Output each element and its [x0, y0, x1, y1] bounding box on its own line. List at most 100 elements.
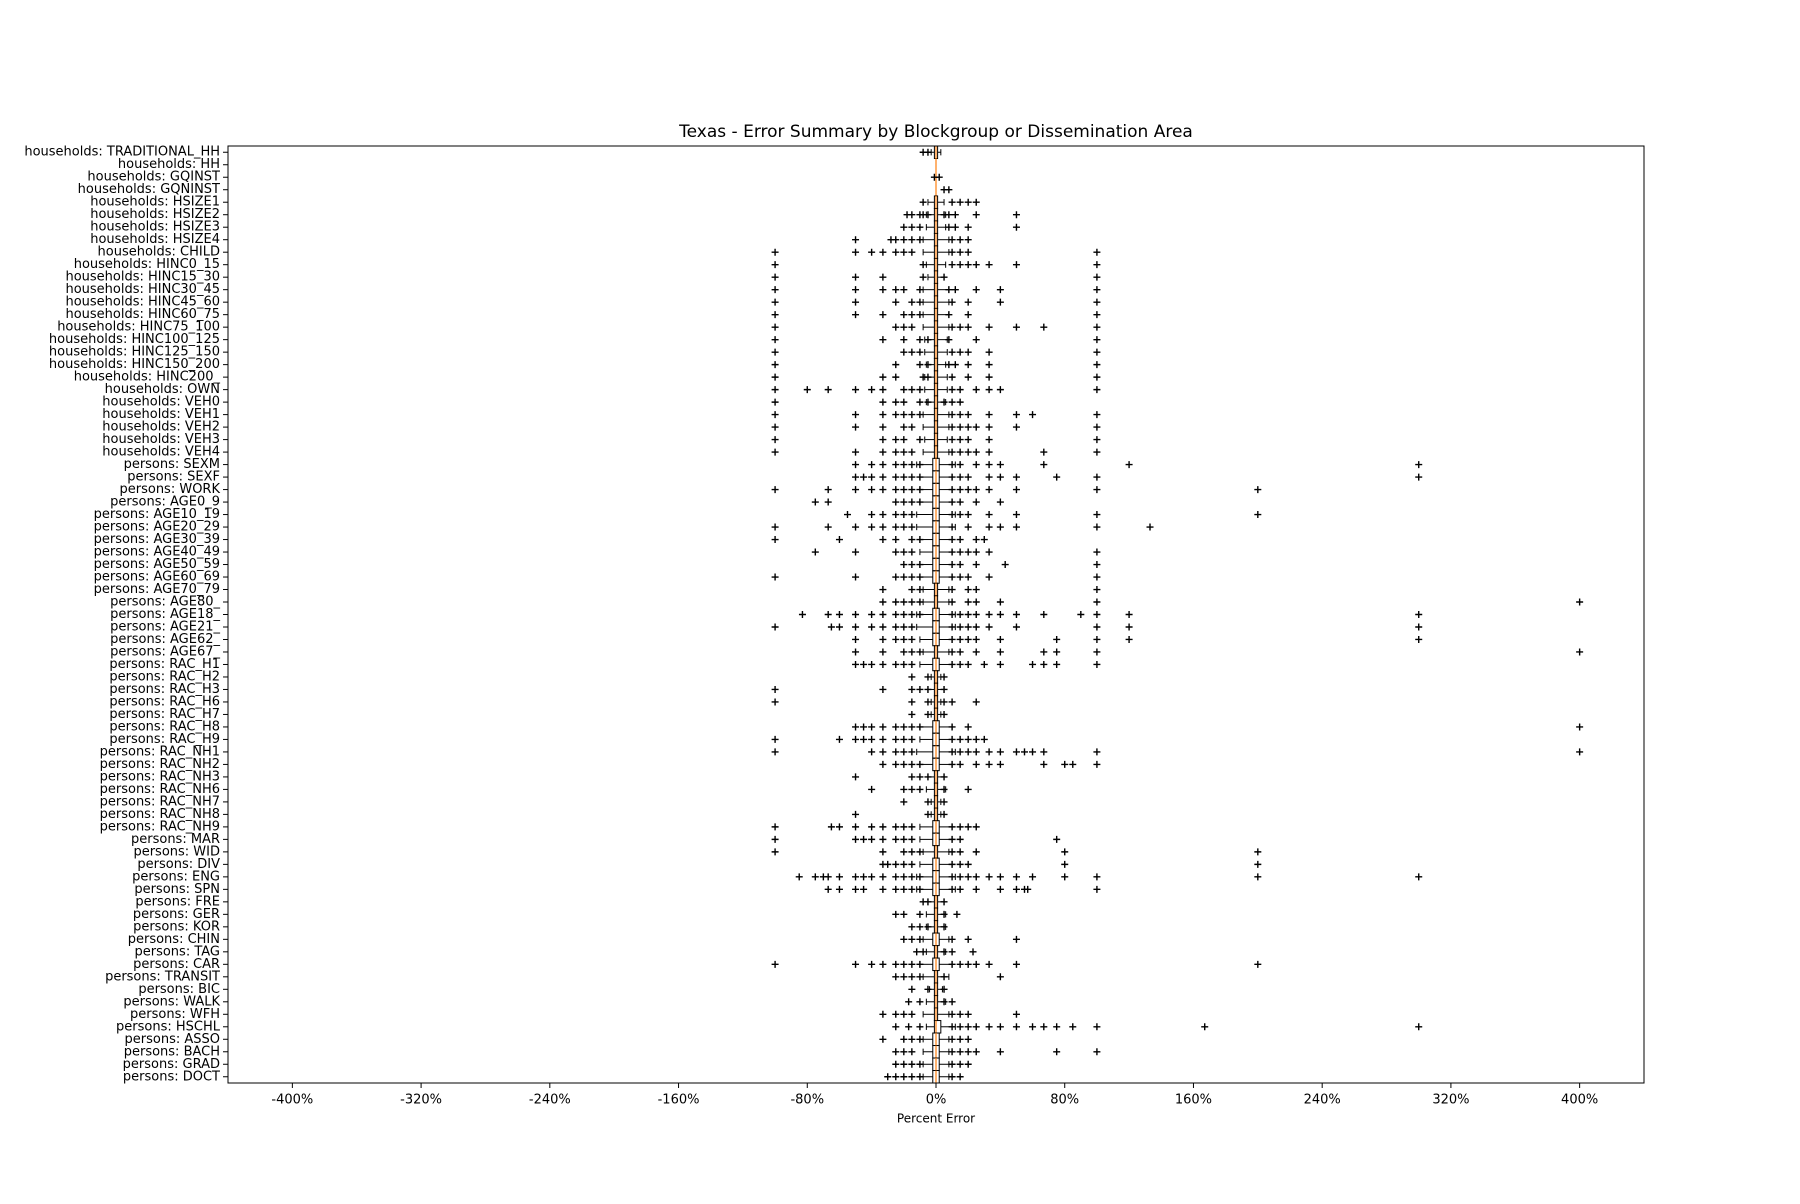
- flier: [916, 848, 924, 856]
- flier: [919, 261, 927, 269]
- flier: [900, 1073, 908, 1081]
- flier: [1254, 860, 1262, 868]
- flier: [940, 810, 948, 818]
- flier: [956, 748, 964, 756]
- flier: [964, 586, 972, 594]
- y-tick-label: households: VEH2: [102, 420, 220, 435]
- flier: [868, 660, 876, 668]
- flier: [892, 885, 900, 893]
- flier: [916, 910, 924, 918]
- flier: [972, 423, 980, 431]
- box-group: [908, 920, 948, 934]
- flier: [879, 611, 887, 618]
- y-tick-label: persons: RAC_H3: [109, 682, 220, 697]
- flier: [940, 898, 948, 906]
- flier: [948, 848, 956, 856]
- flier: [964, 723, 972, 731]
- chart-title: Texas - Error Summary by Blockgroup or D…: [678, 122, 1193, 142]
- flier: [964, 348, 972, 356]
- flier: [827, 623, 835, 631]
- flier: [1040, 461, 1048, 469]
- flier: [996, 1023, 1004, 1031]
- flier: [972, 611, 980, 618]
- flier: [916, 998, 924, 1006]
- flier: [879, 273, 887, 281]
- y-tick-label: persons: ASSO: [125, 1032, 220, 1047]
- flier: [868, 748, 876, 756]
- flier: [908, 735, 916, 743]
- flier: [1093, 573, 1101, 581]
- flier: [1029, 660, 1037, 668]
- flier: [924, 710, 932, 718]
- flier: [916, 398, 924, 406]
- y-tick-label: persons: AGE40_49: [94, 545, 220, 560]
- flier: [945, 311, 953, 319]
- flier: [1040, 1023, 1048, 1031]
- flier: [972, 760, 980, 768]
- flier: [868, 835, 876, 843]
- flier: [940, 798, 948, 806]
- flier: [1040, 748, 1048, 756]
- box-group: [771, 445, 1101, 459]
- flier: [940, 998, 948, 1006]
- flier: [964, 860, 972, 868]
- flier: [1093, 885, 1101, 893]
- y-tick-label: persons: AGE30_39: [94, 532, 220, 547]
- box-group: [879, 1007, 1020, 1022]
- flier: [1125, 611, 1133, 618]
- flier: [908, 1048, 916, 1056]
- flier: [1061, 860, 1069, 868]
- flier: [924, 685, 932, 693]
- flier: [852, 573, 860, 581]
- flier: [1093, 598, 1101, 606]
- y-tick-label: persons: SEXM: [124, 457, 220, 472]
- y-tick-label: persons: RAC_H9: [109, 732, 220, 747]
- flier: [908, 760, 916, 768]
- flier: [916, 561, 924, 569]
- y-tick-label: persons: DIV: [137, 857, 220, 872]
- flier: [964, 486, 972, 494]
- flier: [908, 1073, 916, 1081]
- flier: [900, 236, 908, 244]
- flier: [996, 461, 1004, 469]
- flier: [916, 436, 924, 444]
- flier: [824, 873, 832, 881]
- flier: [969, 948, 977, 956]
- flier: [1093, 273, 1101, 281]
- box-group: [852, 645, 1584, 659]
- flier: [852, 635, 860, 643]
- flier: [900, 348, 908, 356]
- box-group: [908, 670, 948, 684]
- box-group: [852, 770, 948, 784]
- flier: [771, 386, 779, 394]
- y-tick-label: persons: TAG: [134, 944, 220, 959]
- flier: [852, 960, 860, 968]
- flier: [956, 198, 964, 206]
- flier: [1029, 411, 1037, 419]
- y-tick-label: households: HINC75_100: [57, 320, 220, 335]
- box-group: [771, 695, 980, 709]
- flier: [1012, 935, 1020, 943]
- flier: [908, 935, 916, 943]
- flier: [985, 623, 993, 631]
- flier: [964, 198, 972, 206]
- flier: [900, 748, 908, 756]
- y-tick-label: households: HINC200_: [74, 370, 221, 385]
- flier: [972, 823, 980, 831]
- y-tick-label: households: HINC125_150: [49, 345, 220, 360]
- flier: [892, 298, 900, 306]
- flier: [1254, 486, 1262, 494]
- flier: [900, 960, 908, 968]
- flier: [900, 398, 908, 406]
- flier: [1012, 486, 1020, 494]
- flier: [1093, 623, 1101, 631]
- flier: [985, 323, 993, 331]
- flier: [892, 1048, 900, 1056]
- flier: [916, 1073, 924, 1081]
- y-tick-label: households: HSIZE4: [90, 232, 220, 247]
- flier: [860, 735, 868, 743]
- flier: [996, 523, 1004, 531]
- flier: [771, 685, 779, 693]
- flier: [1012, 511, 1020, 519]
- flier: [996, 660, 1004, 668]
